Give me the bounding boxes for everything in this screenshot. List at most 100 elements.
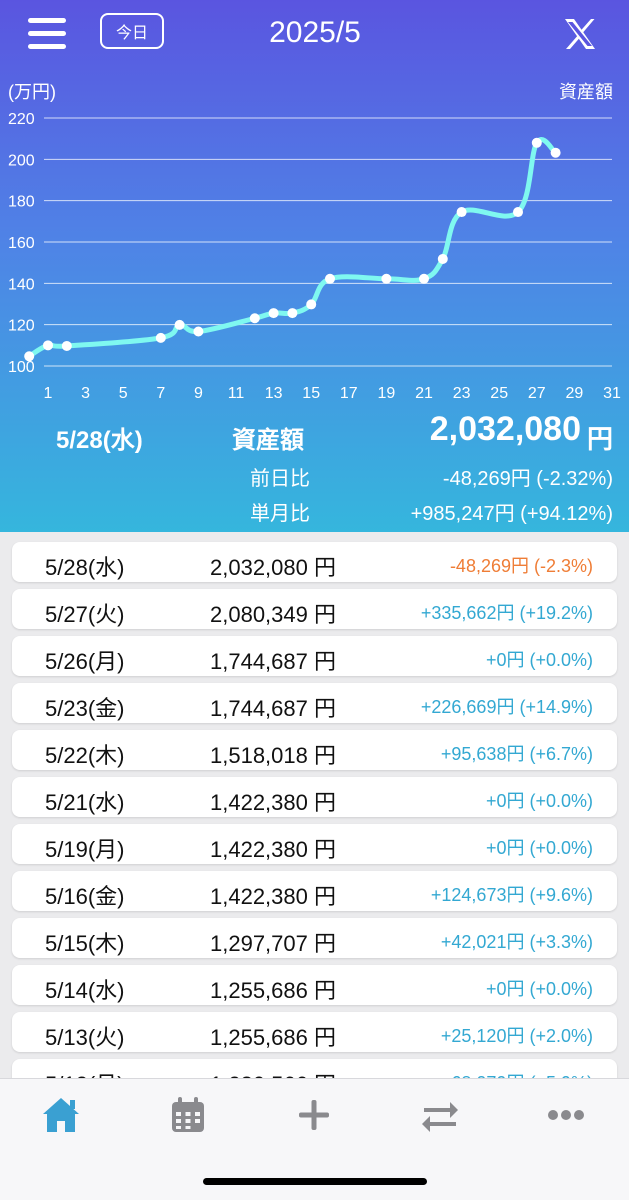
list-item[interactable]: 5/23(金) 1,744,687 円 +226,669円 (+14.9%) — [12, 683, 617, 723]
row-change: +42,021円 (+3.3%) — [440, 932, 593, 952]
home-icon — [43, 1098, 79, 1132]
x-tick-label: 1 — [44, 385, 53, 402]
list-item[interactable]: 5/19(月) 1,422,380 円 +0円 (+0.0%) — [12, 824, 617, 864]
more-icon — [548, 1110, 584, 1120]
row-date: 5/23(金) — [45, 696, 125, 721]
legend-label: 資産額 — [559, 82, 613, 102]
row-amount: 1,518,018 円 — [210, 743, 336, 768]
summary-amount: 2,032,080 — [429, 410, 581, 448]
row-amount: 1,297,707 円 — [210, 931, 336, 956]
x-tick-label: 13 — [265, 385, 283, 402]
month-change-label: 単月比 — [250, 503, 310, 525]
row-change: +335,662円 (+19.2%) — [420, 603, 593, 623]
x-tick-label: 15 — [302, 385, 320, 402]
today-button[interactable]: 今日 — [100, 13, 164, 49]
calendar-icon — [172, 1097, 204, 1132]
x-tick-label: 19 — [378, 385, 396, 402]
row-date: 5/13(火) — [45, 1025, 125, 1050]
tab-transfer[interactable] — [418, 1093, 462, 1137]
daily-asset-list[interactable]: 5/28(水) 2,032,080 円 -48,269円 (-2.3%) 5/27(火… — [0, 532, 629, 1078]
x-tick-label: 17 — [340, 385, 358, 402]
row-change: +226,669円 (+14.9%) — [420, 697, 593, 717]
x-tick-label: 3 — [81, 385, 90, 402]
row-date: 5/14(水) — [45, 978, 125, 1003]
row-change: +0円 (+0.0%) — [485, 791, 593, 811]
x-tick-label: 29 — [566, 385, 584, 402]
data-point — [550, 147, 561, 158]
tab-add[interactable] — [292, 1093, 336, 1137]
home-indicator — [203, 1178, 427, 1185]
list-item[interactable]: 5/16(金) 1,422,380 円 +124,673円 (+9.6%) — [12, 871, 617, 911]
row-amount: 1,255,686 円 — [210, 978, 336, 1003]
list-item[interactable]: 5/15(木) 1,297,707 円 +42,021円 (+3.3%) — [12, 918, 617, 958]
row-date: 5/21(水) — [45, 790, 125, 815]
row-date: 5/19(月) — [45, 837, 125, 862]
data-point — [249, 313, 260, 324]
row-date: 5/15(木) — [45, 931, 125, 956]
y-tick-label: 140 — [8, 276, 35, 293]
month-change-value: +985,247円 (+94.12%) — [410, 503, 613, 525]
row-date: 5/16(金) — [45, 884, 125, 909]
data-point — [193, 326, 204, 337]
y-tick-label: 180 — [8, 194, 35, 211]
y-tick-label: 120 — [8, 318, 35, 335]
data-point — [456, 207, 467, 218]
y-tick-label: 160 — [8, 235, 35, 252]
tab-more[interactable] — [544, 1093, 588, 1137]
summary-label: 資産額 — [232, 427, 304, 454]
list-item[interactable]: 5/27(火) 2,080,349 円 +335,662円 (+19.2%) — [12, 589, 617, 629]
data-point — [437, 253, 448, 264]
row-amount: 2,080,349 円 — [210, 602, 336, 627]
row-amount: 1,422,380 円 — [210, 837, 336, 862]
tab-home[interactable] — [39, 1093, 83, 1137]
row-change: +124,673円 (+9.6%) — [430, 885, 593, 905]
row-date: 5/12(月) — [45, 1067, 124, 1078]
row-amount: 1,255,686 円 — [210, 1025, 336, 1050]
x-tick-label: 31 — [603, 385, 621, 402]
row-amount: 1,744,687 円 — [210, 696, 336, 721]
list-item[interactable]: 5/22(木) 1,518,018 円 +95,638円 (+6.7%) — [12, 730, 617, 770]
x-tick-label: 9 — [194, 385, 203, 402]
data-point — [155, 332, 166, 343]
y-tick-label: 100 — [8, 359, 35, 376]
list-item[interactable]: 5/13(火) 1,255,686 円 +25,120円 (+2.0%) — [12, 1012, 617, 1052]
row-change: +25,120円 (+2.0%) — [440, 1026, 593, 1046]
data-point — [61, 340, 72, 351]
x-tick-label: 23 — [453, 385, 471, 402]
series-line — [26, 137, 559, 359]
data-point — [531, 137, 542, 148]
x-tick-label: 21 — [415, 385, 433, 402]
row-date: 5/28(水) — [45, 555, 125, 580]
list-item[interactable]: 5/12(月) 1,230,566 円 +68,079円 (+5.9%) — [12, 1059, 617, 1078]
menu-icon[interactable] — [28, 18, 66, 50]
row-date: 5/26(月) — [45, 649, 125, 674]
row-date: 5/22(木) — [45, 743, 125, 768]
data-point — [513, 207, 523, 218]
summary-date: 5/28(水) — [56, 427, 143, 454]
x-tick-label: 11 — [228, 385, 245, 402]
data-point — [268, 308, 279, 319]
tab-calendar[interactable] — [166, 1093, 210, 1137]
x-tick-label: 5 — [119, 385, 128, 402]
x-share-icon[interactable] — [563, 18, 597, 50]
prev-day-value: -48,269円 (-2.32%) — [442, 468, 613, 490]
list-item[interactable]: 5/28(水) 2,032,080 円 -48,269円 (-2.3%) — [12, 542, 617, 582]
list-item[interactable]: 5/26(月) 1,744,687 円 +0円 (+0.0%) — [12, 636, 617, 676]
data-point — [287, 308, 298, 319]
data-point — [306, 299, 317, 310]
row-change: +0円 (+0.0%) — [485, 650, 593, 670]
summary-yen: 円 — [586, 424, 613, 454]
data-point — [325, 273, 335, 284]
row-amount: 1,230,566 円 — [210, 1067, 336, 1078]
list-item[interactable]: 5/21(水) 1,422,380 円 +0円 (+0.0%) — [12, 777, 617, 817]
x-tick-label: 25 — [490, 385, 508, 402]
prev-day-label: 前日比 — [250, 468, 310, 490]
row-amount: 1,422,380 円 — [210, 790, 336, 815]
plus-icon — [299, 1100, 329, 1130]
row-amount: 2,032,080 円 — [210, 555, 336, 580]
header-panel: 今日 2025/5 (万円) 資産額 100 120 140 160 180 200 220… — [0, 0, 629, 532]
data-point — [24, 351, 35, 362]
row-change: +68,079円 (+5.9%) — [441, 1069, 593, 1078]
list-item[interactable]: 5/14(水) 1,255,686 円 +0円 (+0.0%) — [12, 965, 617, 1005]
